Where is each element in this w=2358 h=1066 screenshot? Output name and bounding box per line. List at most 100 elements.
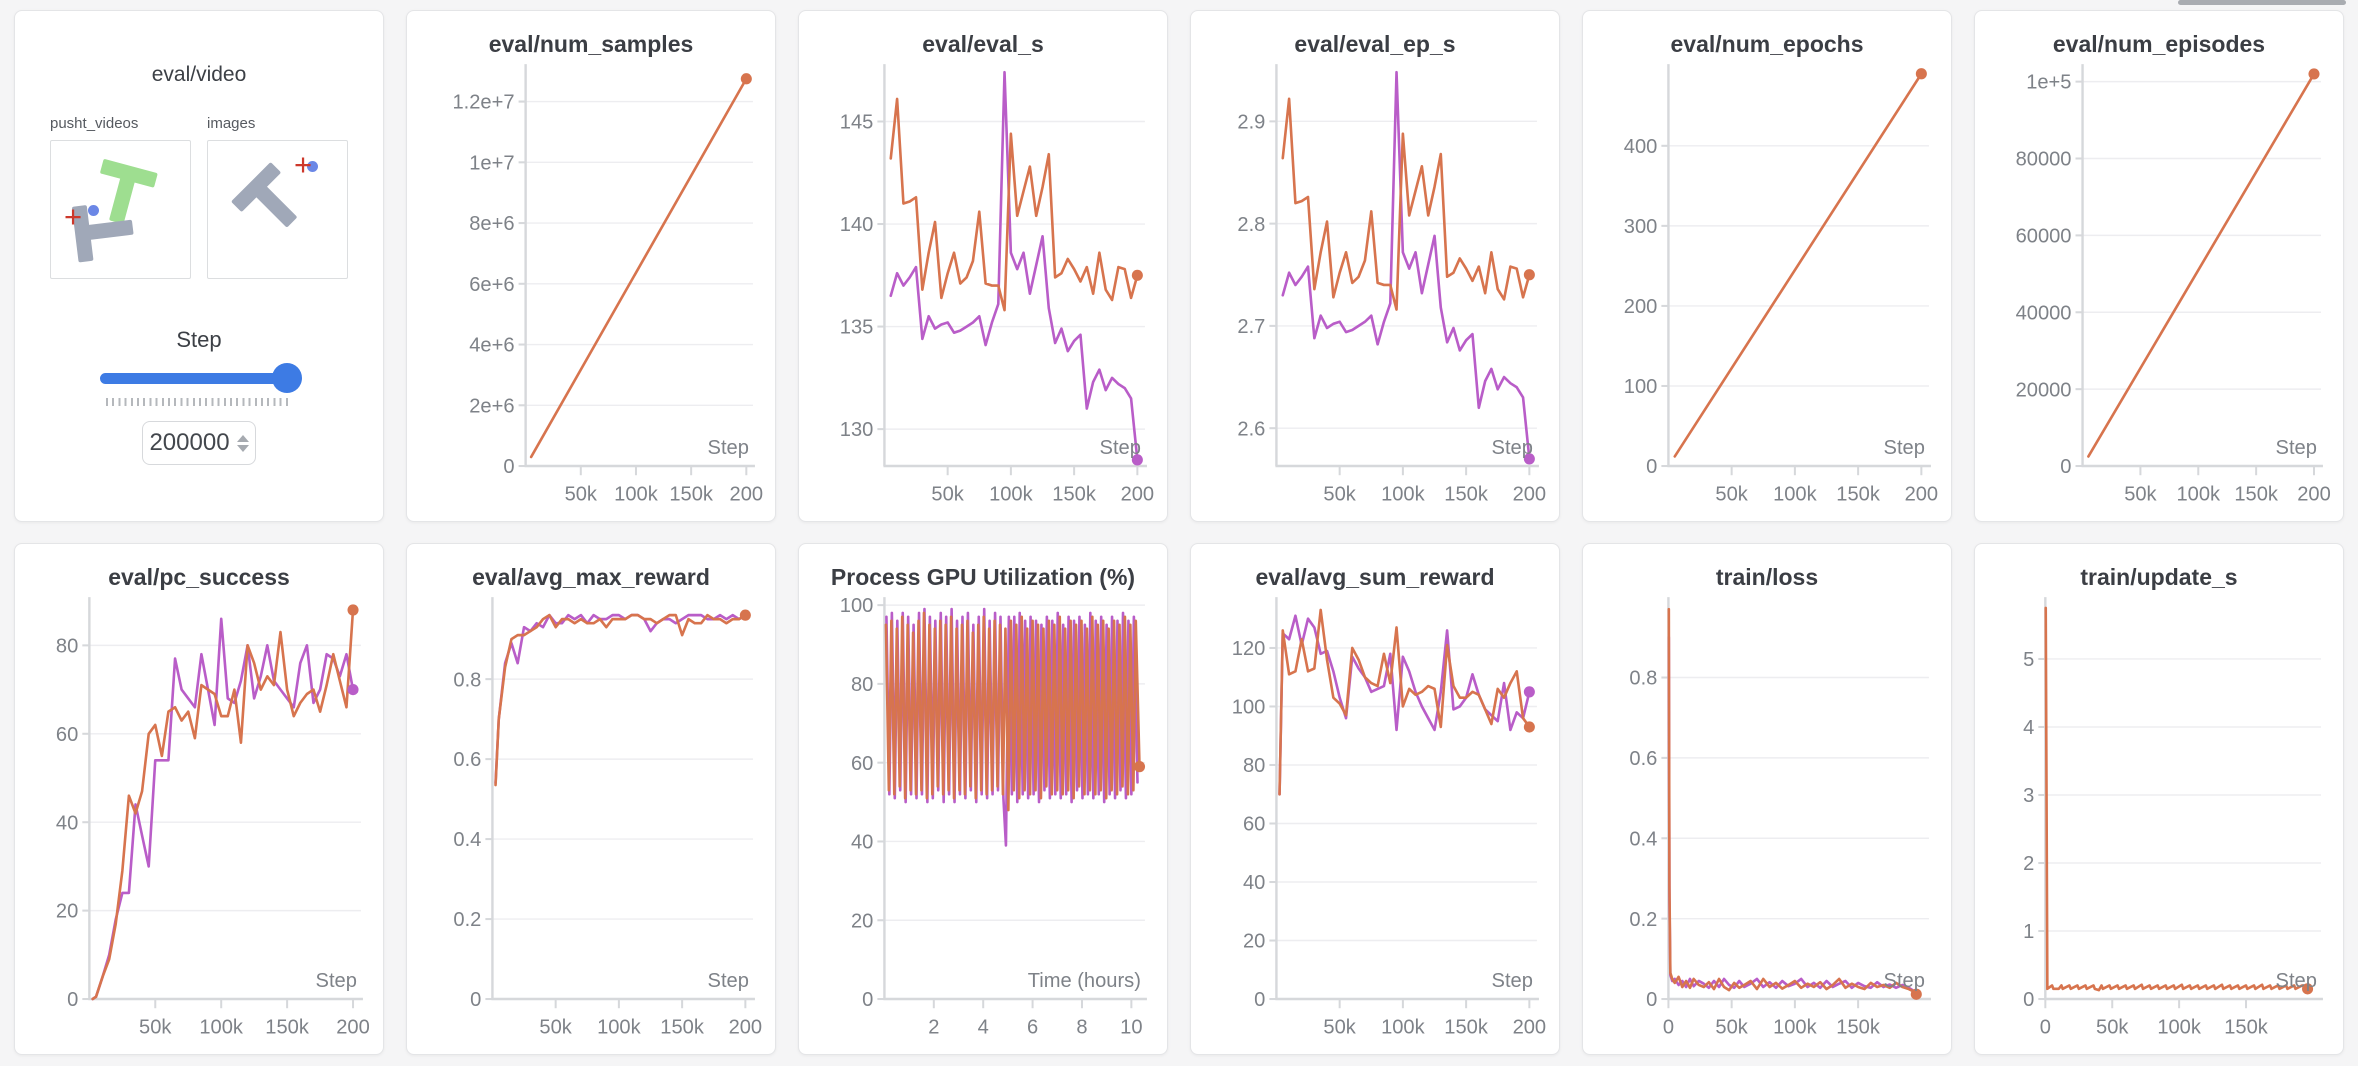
step-slider-label: Step	[176, 327, 222, 352]
svg-text:50k: 50k	[1715, 484, 1748, 506]
svg-text:50k: 50k	[1323, 1017, 1356, 1039]
svg-text:200: 200	[2297, 484, 2331, 506]
chart-canvas: 0 20 40 60 80 50k 100k 150k 200 Step	[56, 597, 370, 1039]
chart-panel-eval-num-episodes[interactable]: eval/num_episodes 0 20000 40000 60000 80000 1…	[1974, 10, 2344, 522]
svg-text:4: 4	[978, 1017, 989, 1039]
svg-text:200: 200	[1513, 1017, 1547, 1039]
svg-text:60: 60	[56, 724, 78, 746]
svg-text:150k: 150k	[2224, 1017, 2268, 1039]
media-label-pusht-videos: pusht_videos	[50, 115, 139, 132]
slider-thumb[interactable]	[272, 363, 302, 393]
svg-text:1e+5: 1e+5	[2026, 72, 2071, 94]
svg-text:80: 80	[1243, 755, 1265, 777]
svg-text:0: 0	[1646, 989, 1657, 1011]
svg-text:0.2: 0.2	[1629, 909, 1657, 931]
svg-text:2.7: 2.7	[1237, 316, 1265, 338]
svg-text:80: 80	[851, 674, 873, 696]
svg-text:6: 6	[1027, 1017, 1038, 1039]
svg-text:50k: 50k	[539, 1017, 572, 1039]
video-thumbnail-pusht[interactable]: +	[50, 140, 191, 279]
svg-text:80: 80	[56, 635, 78, 657]
svg-text:200: 200	[1513, 484, 1547, 506]
chart-panel-eval-pc-success[interactable]: eval/pc_success 0 20 40 60 80 50k 100k 150k 200 S…	[14, 543, 384, 1055]
svg-text:0: 0	[862, 989, 873, 1011]
svg-text:200: 200	[1121, 484, 1155, 506]
image-thumbnail[interactable]: +	[207, 140, 348, 279]
svg-text:Step: Step	[1884, 970, 1925, 992]
chart-panel-train-loss[interactable]: train/loss 0 0.2 0.4 0.6 0.8 0 50k 100k 150k Step	[1582, 543, 1952, 1055]
svg-text:50k: 50k	[2096, 1017, 2129, 1039]
svg-text:100: 100	[840, 595, 874, 617]
svg-text:100: 100	[1232, 697, 1266, 719]
step-input[interactable]: 200000	[142, 421, 256, 465]
slider-track[interactable]	[100, 373, 298, 384]
svg-text:2.8: 2.8	[1237, 214, 1265, 236]
svg-text:200: 200	[1624, 296, 1658, 318]
svg-text:Time (hours): Time (hours)	[1028, 970, 1141, 992]
svg-text:8: 8	[1076, 1017, 1087, 1039]
media-row: pusht_videos + images +	[50, 115, 348, 279]
horizontal-scrollbar[interactable]	[2178, 0, 2346, 5]
svg-text:100k: 100k	[989, 484, 1033, 506]
chart-canvas: 2.6 2.7 2.8 2.9 50k 100k 150k 200 Step	[1237, 64, 1547, 506]
chart-panel-eval-eval-s[interactable]: eval/eval_s 130 135 140 145 50k 100k 150k 200 St…	[798, 10, 1168, 522]
chart-title: eval/eval_ep_s	[1294, 31, 1456, 57]
svg-text:0: 0	[1646, 456, 1657, 478]
chart-panel-eval-num-epochs[interactable]: eval/num_epochs 0 100 200 300 400 50k 100k 150k…	[1582, 10, 1952, 522]
chart-panel-eval-num-samples[interactable]: eval/num_samples 0 2e+6 4e+6 6e+6 8e+6 1e+7 1.…	[406, 10, 776, 522]
svg-text:150k: 150k	[660, 1017, 704, 1039]
chart-panel-eval-eval-ep-s[interactable]: eval/eval_ep_s 2.6 2.7 2.8 2.9 50k 100k 150k 20…	[1190, 10, 1560, 522]
step-slider[interactable]	[100, 363, 302, 393]
agent-dot	[88, 205, 99, 216]
svg-text:6e+6: 6e+6	[469, 274, 514, 296]
svg-text:0.4: 0.4	[453, 829, 481, 851]
svg-text:20: 20	[56, 901, 78, 923]
svg-text:4: 4	[2023, 717, 2034, 739]
svg-text:150k: 150k	[2234, 484, 2278, 506]
svg-text:150k: 150k	[1444, 1017, 1488, 1039]
media-panel-eval-video[interactable]: eval/video pusht_videos + images +	[14, 10, 384, 522]
svg-text:Step: Step	[2276, 437, 2317, 459]
chart-canvas: 0 20 40 60 80 100 120 50k 100k 150k 200 Step	[1232, 597, 1547, 1039]
svg-text:0.6: 0.6	[453, 749, 481, 771]
svg-text:150k: 150k	[669, 484, 713, 506]
svg-text:5: 5	[2023, 649, 2034, 671]
svg-text:200: 200	[1905, 484, 1939, 506]
svg-text:40: 40	[851, 831, 873, 853]
chart-panel-train-update-s[interactable]: train/update_s 0 1 2 3 4 5 0 50k 100k 150k Step	[1974, 543, 2344, 1055]
spinner-icon[interactable]	[236, 434, 249, 452]
svg-text:50k: 50k	[2124, 484, 2157, 506]
svg-text:100: 100	[1624, 376, 1658, 398]
svg-text:0: 0	[2060, 456, 2071, 478]
svg-text:2: 2	[2023, 853, 2034, 875]
chart-canvas: 0 1 2 3 4 5 0 50k 100k 150k Step	[2023, 597, 2323, 1039]
svg-text:3: 3	[2023, 785, 2034, 807]
svg-text:50k: 50k	[139, 1017, 172, 1039]
target-cross-icon: +	[294, 147, 313, 182]
chart-canvas: 0 0.2 0.4 0.6 0.8 50k 100k 150k 200 Step	[453, 597, 762, 1039]
chart-title: eval/eval_s	[922, 31, 1044, 57]
svg-text:100k: 100k	[2157, 1017, 2201, 1039]
chart-title: eval/num_samples	[488, 31, 694, 57]
svg-text:200: 200	[336, 1017, 370, 1039]
step-input-value: 200000	[149, 429, 230, 456]
svg-text:Step: Step	[1492, 437, 1533, 459]
svg-text:4e+6: 4e+6	[469, 335, 514, 357]
target-cross-icon: +	[64, 199, 83, 234]
svg-text:150k: 150k	[265, 1017, 309, 1039]
chart-panel-eval-avg-sum-reward[interactable]: eval/avg_sum_reward 0 20 40 60 80 100 120 50k 10…	[1190, 543, 1560, 1055]
agent-dot	[307, 161, 318, 172]
svg-text:300: 300	[1624, 216, 1658, 238]
chart-canvas: 0 20000 40000 60000 80000 1e+5 50k 100k 150k 200 S…	[2016, 64, 2331, 506]
chart-panel-process-gpu-utilization[interactable]: Process GPU Utilization (%) 0 20 40 60 80 100…	[798, 543, 1168, 1055]
svg-text:8e+6: 8e+6	[469, 213, 514, 235]
svg-text:Step: Step	[316, 970, 357, 992]
chart-panel-eval-avg-max-reward[interactable]: eval/avg_max_reward 0 0.2 0.4 0.6 0.8 50k 100k…	[406, 543, 776, 1055]
svg-text:0: 0	[1663, 1017, 1674, 1039]
svg-text:2: 2	[928, 1017, 939, 1039]
chart-title: eval/pc_success	[108, 564, 290, 590]
media-item-pusht-videos: pusht_videos +	[50, 115, 191, 279]
svg-text:400: 400	[1624, 136, 1658, 158]
svg-text:0: 0	[2023, 989, 2034, 1011]
